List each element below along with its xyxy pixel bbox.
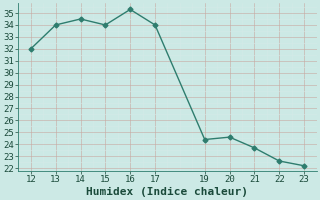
- X-axis label: Humidex (Indice chaleur): Humidex (Indice chaleur): [86, 186, 248, 197]
